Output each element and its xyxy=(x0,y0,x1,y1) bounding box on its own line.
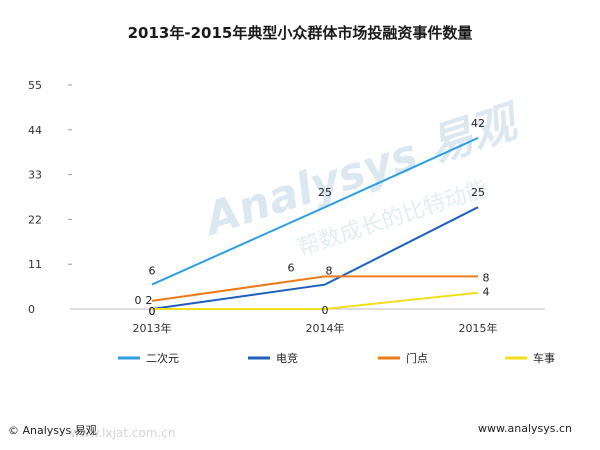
data-label: 0 xyxy=(149,305,156,318)
chart-title: 2013年-2015年典型小众群体市场投融资事件数量 xyxy=(127,24,473,42)
data-label: 25 xyxy=(318,186,332,199)
y-tick-label: 11 xyxy=(28,258,42,271)
legend-label-车事: 车事 xyxy=(533,351,555,365)
data-label-extra: 6 xyxy=(288,261,295,274)
legend: 二次元 电竞 门点 车事 xyxy=(118,351,555,365)
y-tick-label: 55 xyxy=(28,79,42,92)
series-line-车事 xyxy=(152,291,479,310)
footer-website: www.analysys.cn xyxy=(478,422,572,435)
series-line-二次元 xyxy=(151,137,479,286)
data-label: 25 xyxy=(471,186,485,199)
x-tick-label: 2013年 xyxy=(133,321,172,335)
axes: 0 11 22 33 44 55 2013年 2014年 2015年 xyxy=(28,79,545,335)
legend-label-电竞: 电竞 xyxy=(276,351,298,365)
x-tick-label: 2015年 xyxy=(459,321,498,335)
legend-label-二次元: 二次元 xyxy=(146,351,179,365)
x-tick-label: 2014年 xyxy=(306,321,345,335)
series-line-门点 xyxy=(151,275,478,302)
y-tick-label: 33 xyxy=(28,169,42,182)
legend-label-门点: 门点 xyxy=(406,351,428,365)
data-label: 8 xyxy=(483,271,490,284)
data-label-extra: 0 xyxy=(135,294,142,307)
y-tick-label: 22 xyxy=(28,213,42,226)
y-tick-label: 44 xyxy=(28,124,42,137)
data-label: 4 xyxy=(483,286,490,299)
data-label: 42 xyxy=(471,117,485,130)
data-label: 0 xyxy=(322,304,329,317)
data-label: 8 xyxy=(326,264,333,277)
data-label: 0 xyxy=(149,305,156,318)
footer-copyright: © Analysys 易观 xyxy=(8,424,97,437)
series-line-电竞 xyxy=(151,206,479,310)
data-label: 6 xyxy=(149,265,156,278)
series-lines xyxy=(151,137,479,310)
y-tick-label: 0 xyxy=(28,303,35,316)
watermark-url: www.lxjat.com.cn xyxy=(70,426,175,440)
data-label: 2 xyxy=(146,294,153,307)
